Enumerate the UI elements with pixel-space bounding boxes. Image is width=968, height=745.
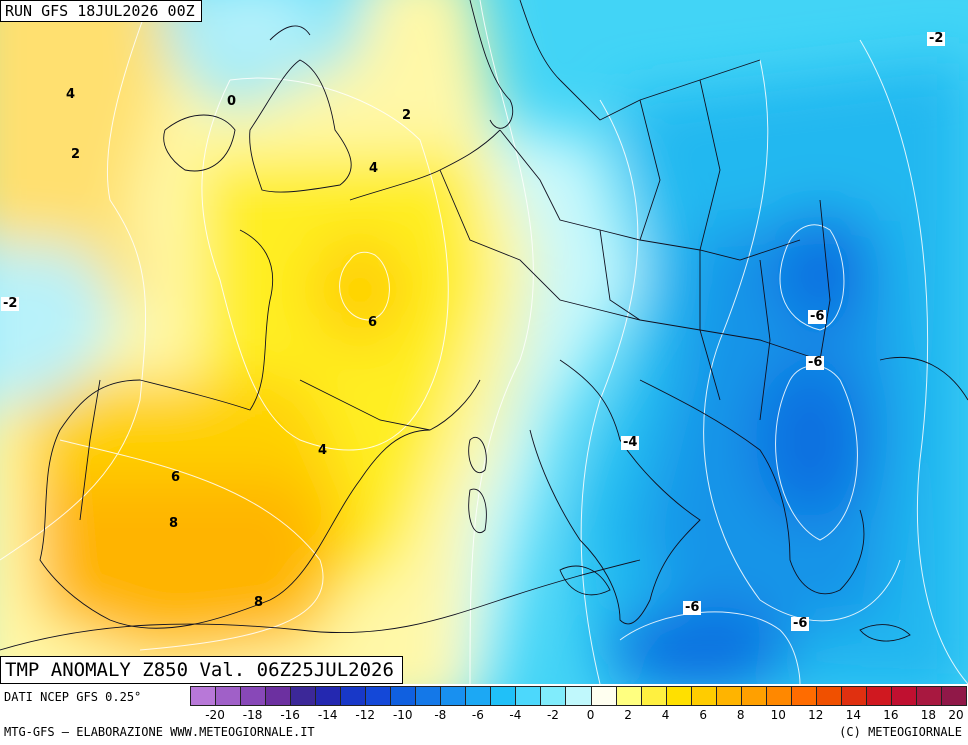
color-scale-cell (415, 686, 442, 706)
contour-label: 6 (171, 470, 181, 485)
color-scale-tick: -4 (509, 708, 522, 722)
data-source: DATI NCEP GFS 0.25° (4, 690, 142, 704)
contour-label: -4 (621, 435, 640, 450)
color-scale-tick: 16 (883, 708, 899, 722)
color-scale-cell (540, 686, 567, 706)
anomaly-map (0, 0, 968, 684)
elaboration-credit: MTG-GFS – ELABORAZIONE WWW.METEOGIORNALE… (4, 725, 315, 739)
color-scale-cell (790, 686, 817, 706)
color-scale-tick: 20 (948, 708, 964, 722)
color-scale-cell (865, 686, 892, 706)
contour-label: -2 (1, 296, 20, 311)
color-scale-tick: -8 (434, 708, 447, 722)
contour-label: -2 (927, 31, 946, 46)
copyright: (C) METEOGIORNALE (839, 725, 962, 739)
color-scale-cell (490, 686, 517, 706)
color-scale-cell (340, 686, 367, 706)
color-scale-tick: 14 (845, 708, 861, 722)
contour-label: 2 (71, 147, 81, 162)
color-scale-cell (740, 686, 767, 706)
map-title: TMP ANOMALY Z850 Val. 06Z25JUL2026 (0, 656, 403, 684)
color-scale-cell (815, 686, 842, 706)
color-scale-cell (315, 686, 342, 706)
color-scale-cell (515, 686, 542, 706)
color-scale-cell (940, 686, 967, 706)
color-scale-cell (190, 686, 217, 706)
color-scale-cell (240, 686, 267, 706)
contour-label: -6 (683, 600, 702, 615)
contour-label: 4 (318, 443, 328, 458)
color-scale-tick: 18 (920, 708, 937, 722)
color-scale-tick: 6 (699, 708, 707, 722)
contour-label: 4 (66, 87, 76, 102)
color-scale-cell (840, 686, 867, 706)
color-scale-cell (365, 686, 392, 706)
color-scale-cell (665, 686, 692, 706)
color-scale-tick: 12 (808, 708, 824, 722)
color-scale-tick: -16 (280, 708, 300, 722)
color-scale-cell (915, 686, 942, 706)
contour-label: 0 (227, 94, 237, 109)
color-scale-tick: -2 (546, 708, 559, 722)
color-scale-cell (765, 686, 792, 706)
color-scale-cell (265, 686, 292, 706)
color-scale-tick: 10 (770, 708, 786, 722)
contour-label: 8 (169, 516, 179, 531)
color-scale-tick: -14 (317, 708, 338, 722)
run-header: RUN GFS 18JUL2026 00Z (0, 0, 202, 22)
contour-label: 8 (254, 595, 264, 610)
color-scale-tick: -12 (355, 708, 376, 722)
color-scale-tick: -18 (242, 708, 263, 722)
contour-label: -6 (808, 309, 827, 324)
color-scale-cell (215, 686, 242, 706)
color-scale-cell (390, 686, 417, 706)
color-scale-cell (715, 686, 742, 706)
color-scale (190, 686, 967, 706)
color-scale-tick: -20 (205, 708, 225, 722)
color-scale-tick: 0 (586, 708, 595, 722)
color-scale-cell (615, 686, 642, 706)
color-scale-tick: -6 (471, 708, 484, 722)
color-scale-cell (290, 686, 317, 706)
color-scale-cell (890, 686, 917, 706)
color-scale-tick: -10 (392, 708, 413, 722)
contour-label: 2 (402, 108, 412, 123)
color-scale-tick: 8 (736, 708, 745, 722)
contour-label: 4 (369, 161, 379, 176)
contour-label: -6 (806, 355, 825, 370)
contour-label: 6 (368, 315, 378, 330)
color-scale-cell (465, 686, 492, 706)
color-scale-cell (565, 686, 592, 706)
color-scale-cell (640, 686, 667, 706)
color-scale-tick: 2 (624, 708, 632, 722)
color-scale-cell (590, 686, 617, 706)
contour-label: -6 (791, 616, 810, 631)
color-scale-ticks: -20 -18 -16 -14 -12 -10 -8 -6 -4 -2 0 2 4 6 8 10 12 14 16 1… (190, 708, 966, 722)
color-scale-cell (440, 686, 467, 706)
color-scale-cell (690, 686, 717, 706)
color-scale-tick: 4 (661, 708, 670, 722)
